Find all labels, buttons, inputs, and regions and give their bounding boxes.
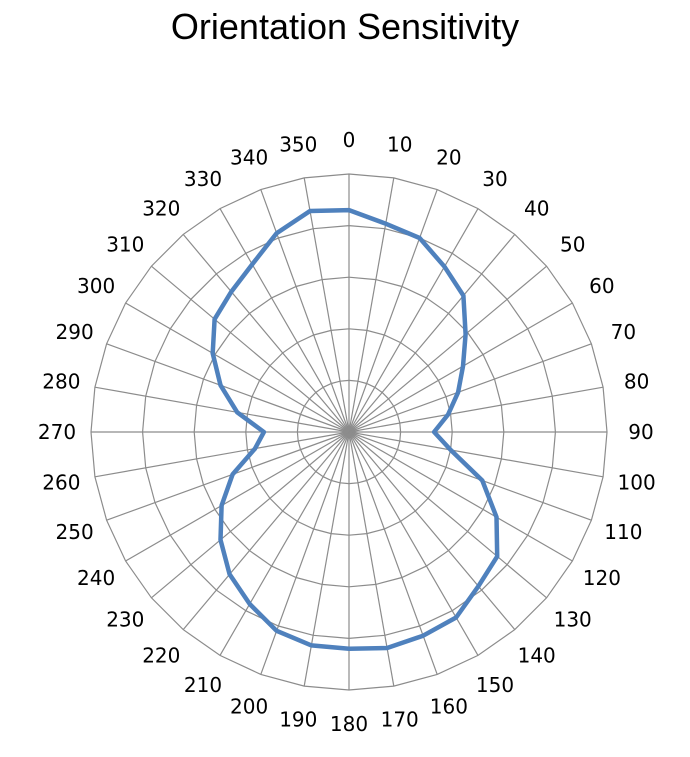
tick-label-160: 160	[430, 694, 468, 718]
tick-label-280: 280	[42, 369, 80, 393]
chart-title: Orientation Sensitivity	[170, 6, 520, 47]
tick-label-20: 20	[436, 146, 461, 170]
tick-label-210: 210	[184, 673, 222, 697]
tick-label-290: 290	[56, 320, 94, 344]
tick-label-70: 70	[611, 320, 636, 344]
tick-label-220: 220	[142, 644, 180, 668]
spoke-330	[219, 208, 350, 433]
tick-label-300: 300	[77, 274, 115, 298]
tick-label-350: 350	[279, 132, 317, 156]
tick-label-320: 320	[142, 196, 180, 220]
tick-label-240: 240	[77, 566, 115, 590]
tick-label-110: 110	[604, 520, 642, 544]
tick-label-120: 120	[583, 566, 621, 590]
spoke-170	[348, 431, 395, 687]
spoke-70	[348, 343, 592, 433]
spoke-280	[94, 386, 350, 433]
grid-spokes	[91, 174, 607, 690]
spoke-310	[151, 265, 350, 433]
tick-label-140: 140	[518, 644, 556, 668]
spoke-300	[125, 302, 350, 433]
series-layer	[210, 207, 500, 651]
tick-label-330: 330	[184, 167, 222, 191]
spoke-100	[348, 431, 604, 478]
spoke-110	[348, 431, 592, 521]
spoke-230	[151, 431, 350, 599]
spoke-350	[303, 177, 350, 433]
tick-label-150: 150	[476, 673, 514, 697]
tick-label-100: 100	[618, 471, 656, 495]
spoke-50	[348, 265, 547, 433]
spoke-140	[348, 431, 516, 630]
spoke-340	[260, 189, 350, 433]
spoke-220	[182, 431, 350, 630]
tick-label-310: 310	[106, 232, 144, 256]
tick-label-230: 230	[106, 608, 144, 632]
spoke-120	[348, 431, 573, 562]
spoke-30	[348, 208, 479, 433]
tick-label-340: 340	[230, 146, 268, 170]
tick-label-190: 190	[279, 708, 317, 732]
tick-label-90: 90	[628, 420, 653, 444]
tick-label-130: 130	[554, 608, 592, 632]
spoke-210	[219, 431, 350, 656]
spoke-130	[348, 431, 547, 599]
spoke-290	[106, 343, 350, 433]
tick-label-200: 200	[230, 694, 268, 718]
tick-label-10: 10	[387, 132, 412, 156]
tick-label-180: 180	[330, 712, 368, 736]
tick-label-40: 40	[524, 196, 549, 220]
tick-label-50: 50	[560, 232, 585, 256]
spoke-240	[125, 431, 350, 562]
tick-label-30: 30	[482, 167, 507, 191]
tick-label-80: 80	[624, 369, 649, 393]
spoke-320	[182, 234, 350, 433]
spoke-20	[348, 189, 438, 433]
spoke-250	[106, 431, 350, 521]
tick-label-170: 170	[381, 708, 419, 732]
spoke-260	[94, 431, 350, 478]
tick-label-0: 0	[343, 128, 356, 152]
tick-label-250: 250	[56, 520, 94, 544]
tick-label-260: 260	[42, 471, 80, 495]
spoke-80	[348, 386, 604, 433]
tick-label-270: 270	[38, 420, 76, 444]
spoke-40	[348, 234, 516, 433]
spoke-10	[348, 177, 395, 433]
spoke-200	[260, 431, 350, 675]
tick-label-60: 60	[589, 274, 614, 298]
